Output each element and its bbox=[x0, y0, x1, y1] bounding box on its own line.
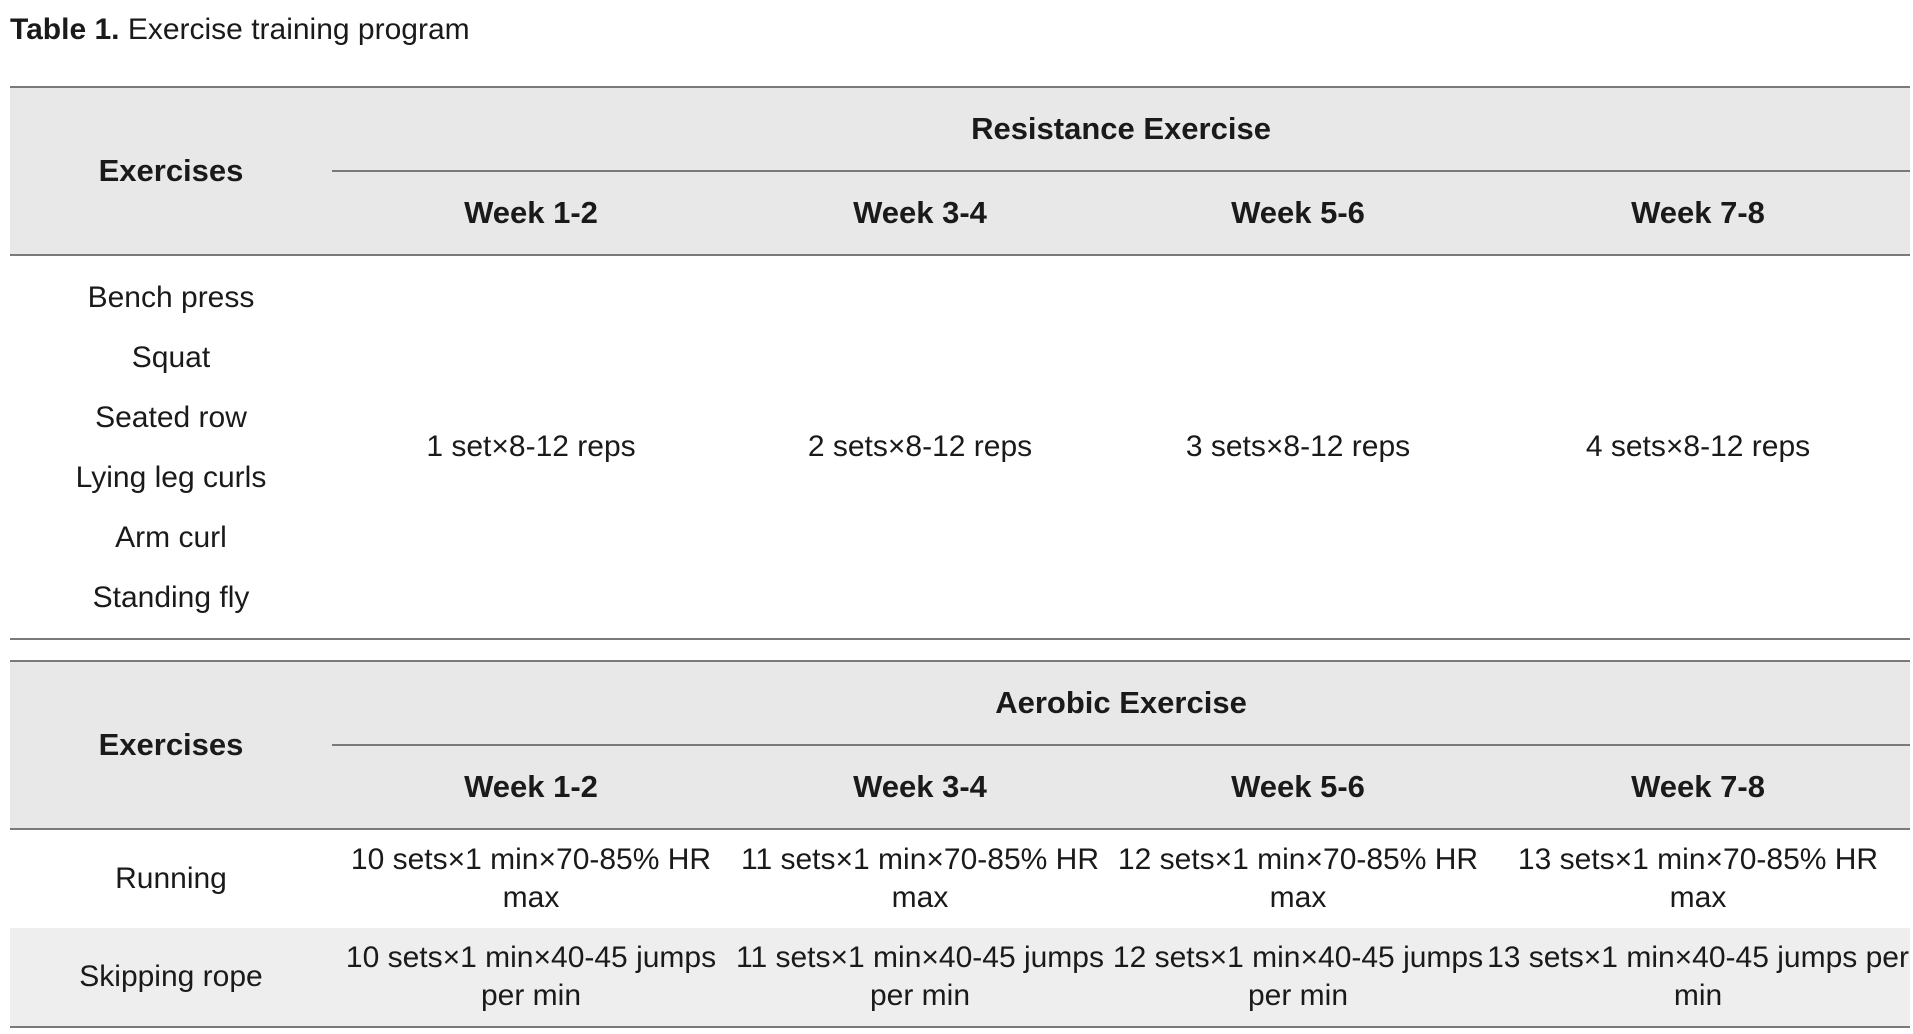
aerobic-group-title: Aerobic Exercise bbox=[995, 685, 1247, 720]
table-row: Running 10 sets×1 min×70-85% HR max 11 s… bbox=[10, 829, 1910, 928]
table-cell: 11 sets×1 min×70-85% HR max bbox=[741, 843, 1099, 914]
exercise-name: Lying leg curls bbox=[75, 461, 267, 494]
table-cell: 2 sets×8-12 reps bbox=[807, 430, 1033, 463]
table-cell: 3 sets×8-12 reps bbox=[1185, 430, 1411, 463]
table-cell: 12 sets×1 min×40-45 jumps per min bbox=[1110, 928, 1486, 1027]
table-cell: 11 sets×1 min×40-45 jumps per min bbox=[730, 928, 1110, 1027]
aerobic-week-header: Week 7-8 bbox=[1486, 744, 1911, 829]
table-row: Skipping rope 10 sets×1 min×40-45 jumps … bbox=[10, 928, 1911, 1027]
aerobic-week-header: Week 5-6 bbox=[1110, 744, 1486, 829]
table-cell: 1 set×8-12 reps bbox=[426, 430, 636, 463]
resistance-week-header: Week 3-4 bbox=[730, 170, 1110, 255]
aerobic-table-body: Running 10 sets×1 min×70-85% HR max 11 s… bbox=[10, 829, 1911, 1027]
aerobic-week-header: Week 3-4 bbox=[730, 744, 1110, 829]
table-cell: 13 sets×1 min×70-85% HR max bbox=[1517, 843, 1879, 914]
table-cell: 10 sets×1 min×40-45 jumps per min bbox=[332, 928, 730, 1027]
resistance-table-body: Bench press Squat Seated row Lying leg c… bbox=[10, 255, 1910, 639]
resistance-week-header: Week 5-6 bbox=[1110, 170, 1486, 255]
resistance-table-header: Exercises Resistance Exercise Week 1-2 W… bbox=[10, 87, 1910, 255]
resistance-week-header: Week 7-8 bbox=[1486, 170, 1910, 255]
exercise-name: Skipping rope bbox=[10, 928, 332, 1027]
resistance-table: Exercises Resistance Exercise Week 1-2 W… bbox=[10, 86, 1910, 640]
aerobic-exercises-header: Exercises bbox=[98, 727, 244, 762]
exercise-name: Standing fly bbox=[92, 581, 250, 614]
caption-text: Exercise training program bbox=[127, 13, 470, 46]
resistance-exercise-list: Bench press Squat Seated row Lying leg c… bbox=[10, 255, 332, 639]
exercise-name: Seated row bbox=[95, 401, 247, 434]
exercise-name: Running bbox=[115, 862, 227, 895]
resistance-group-title: Resistance Exercise bbox=[971, 111, 1271, 146]
aerobic-week-header: Week 1-2 bbox=[332, 744, 730, 829]
table-cell: 4 sets×8-12 reps bbox=[1585, 430, 1811, 463]
exercise-name: Bench press bbox=[87, 281, 255, 314]
aerobic-table-header: Exercises Aerobic Exercise Week 1-2 Week… bbox=[10, 661, 1911, 829]
table-cell: 13 sets×1 min×40-45 jumps per min bbox=[1486, 928, 1911, 1027]
resistance-exercises-header: Exercises bbox=[98, 153, 244, 188]
caption-label: Table 1. bbox=[10, 13, 120, 46]
aerobic-table: Exercises Aerobic Exercise Week 1-2 Week… bbox=[10, 660, 1911, 1028]
table-cell: 12 sets×1 min×70-85% HR max bbox=[1117, 843, 1479, 914]
table-row: Bench press Squat Seated row Lying leg c… bbox=[10, 255, 1910, 639]
exercise-name: Squat bbox=[131, 341, 211, 374]
table-cell: 10 sets×1 min×70-85% HR max bbox=[350, 843, 712, 914]
table-caption: Table 1. Exercise training program bbox=[10, 10, 470, 50]
exercise-name: Arm curl bbox=[115, 521, 227, 554]
resistance-week-header: Week 1-2 bbox=[332, 170, 730, 255]
